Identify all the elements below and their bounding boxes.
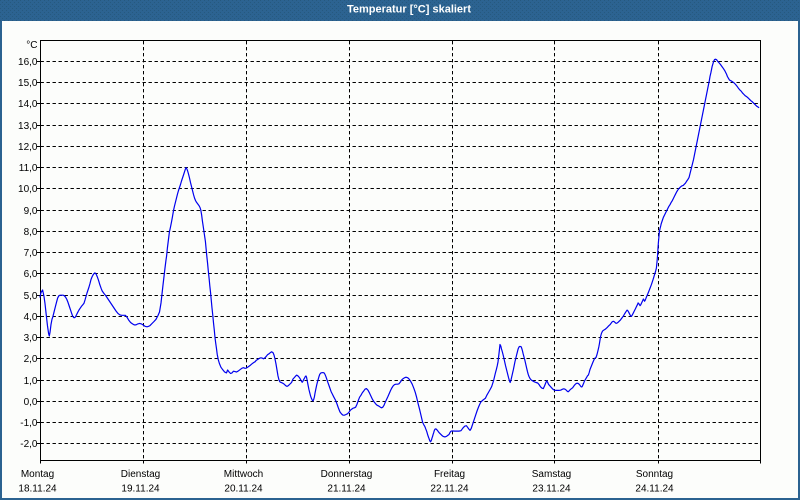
svg-text:18.11.24: 18.11.24 <box>18 484 57 495</box>
svg-text:8,0: 8,0 <box>24 227 38 238</box>
svg-text:4,0: 4,0 <box>24 312 38 323</box>
svg-text:19.11.24: 19.11.24 <box>121 484 160 495</box>
svg-text:22.11.24: 22.11.24 <box>430 484 469 495</box>
svg-text:9,0: 9,0 <box>24 206 38 217</box>
svg-text:24.11.24: 24.11.24 <box>635 484 674 495</box>
svg-text:23.11.24: 23.11.24 <box>532 484 571 495</box>
svg-text:10,0: 10,0 <box>18 184 38 195</box>
svg-text:3,0: 3,0 <box>24 333 38 344</box>
svg-text:0,0: 0,0 <box>24 397 38 408</box>
svg-text:Dienstag: Dienstag <box>121 469 160 480</box>
svg-text:7,0: 7,0 <box>24 248 38 259</box>
svg-text:°C: °C <box>26 40 37 51</box>
svg-text:Freitag: Freitag <box>434 469 465 480</box>
svg-text:Montag: Montag <box>21 469 54 480</box>
svg-text:Temperatur [°C] skaliert: Temperatur [°C] skaliert <box>347 4 471 16</box>
svg-text:14,0: 14,0 <box>18 99 38 110</box>
svg-text:16,0: 16,0 <box>18 57 38 68</box>
svg-text:-1,0: -1,0 <box>20 418 38 429</box>
svg-text:20.11.24: 20.11.24 <box>224 484 263 495</box>
svg-text:11,0: 11,0 <box>19 163 38 174</box>
svg-text:15,0: 15,0 <box>18 78 38 89</box>
svg-text:Samstag: Samstag <box>532 469 571 480</box>
svg-text:2,0: 2,0 <box>24 354 38 365</box>
svg-text:Sonntag: Sonntag <box>636 469 673 480</box>
svg-text:5,0: 5,0 <box>24 291 38 302</box>
svg-text:21.11.24: 21.11.24 <box>327 484 366 495</box>
svg-text:Mittwoch: Mittwoch <box>224 469 263 480</box>
svg-text:12,0: 12,0 <box>18 142 38 153</box>
svg-text:13,0: 13,0 <box>18 121 38 132</box>
svg-text:-2,0: -2,0 <box>20 439 38 450</box>
svg-text:Donnerstag: Donnerstag <box>321 469 373 480</box>
svg-text:6,0: 6,0 <box>24 269 38 280</box>
svg-text:1,0: 1,0 <box>24 376 38 387</box>
